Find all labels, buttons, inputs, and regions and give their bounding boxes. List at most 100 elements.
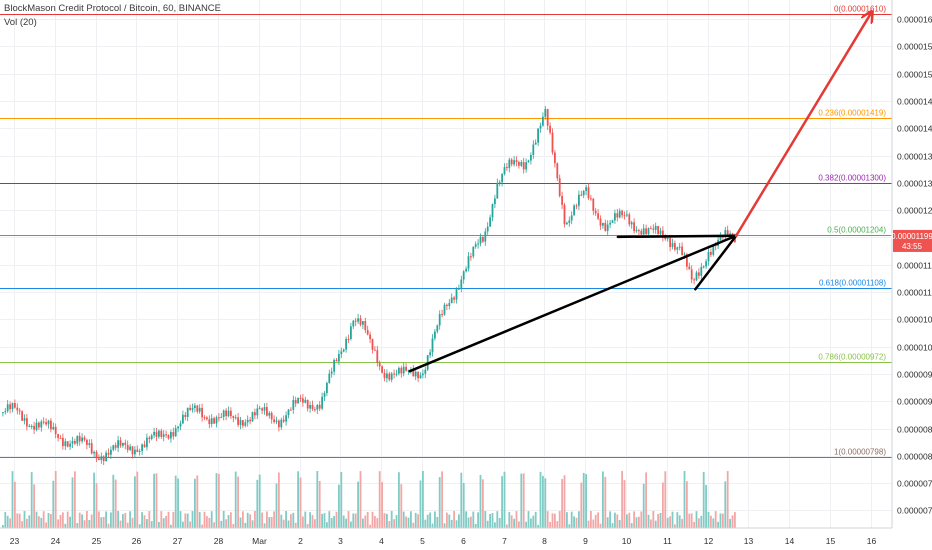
volume-bar <box>585 474 587 528</box>
volume-bar <box>167 511 170 528</box>
candle-body <box>554 152 556 164</box>
volume-bar <box>42 511 45 528</box>
volume-bar <box>441 471 443 528</box>
volume-bar <box>640 511 643 528</box>
volume-bar <box>642 483 645 528</box>
volume-bar <box>268 517 271 528</box>
volume-bar <box>292 512 295 528</box>
candle-body <box>378 362 381 367</box>
candle-body <box>74 441 76 444</box>
candle-body <box>112 445 115 450</box>
candle-body <box>88 443 91 445</box>
candle-body <box>664 237 667 240</box>
candle-body <box>414 371 417 377</box>
volume-bar <box>148 511 151 528</box>
volume-bar <box>16 513 19 528</box>
volume-bar <box>506 524 508 528</box>
volume-bar <box>330 518 333 528</box>
candle-body <box>383 372 386 379</box>
candle-body <box>676 247 679 250</box>
volume-bar <box>429 512 431 528</box>
candle-body <box>501 174 503 183</box>
volume-bar <box>462 482 465 528</box>
candle-body <box>527 160 530 163</box>
candle-body <box>143 444 146 448</box>
volume-bar <box>513 518 515 528</box>
candle-body <box>153 431 155 436</box>
candle-body <box>347 338 350 340</box>
volume-bar <box>362 518 364 528</box>
candle-body <box>261 408 263 411</box>
price-axis[interactable]: 0.00001600 0.00001550 0.00001500 0.00001450… <box>897 15 932 516</box>
volume-bar <box>210 511 213 528</box>
candle-body <box>18 410 21 412</box>
candle-body <box>441 314 443 316</box>
volume-bar <box>122 514 124 528</box>
candle-body <box>695 272 698 281</box>
volume-bar <box>174 475 177 528</box>
volume-bar <box>587 520 590 528</box>
volume-bar <box>86 511 88 528</box>
volume-bar <box>328 511 331 528</box>
volume-bar <box>318 480 321 528</box>
candle-body <box>582 190 585 196</box>
volume-bar <box>602 471 604 528</box>
candle-body <box>366 330 369 335</box>
candle-body <box>597 213 599 219</box>
volume-bar <box>674 524 676 528</box>
candle-body <box>23 418 26 421</box>
candle-body <box>561 196 563 205</box>
volume-bar <box>9 518 11 528</box>
volume-bar <box>460 472 463 528</box>
candle-body <box>306 399 309 409</box>
volume-bar <box>376 518 379 528</box>
volume-bar <box>198 512 201 528</box>
time-tick-label: 2 <box>298 536 303 546</box>
candle-body <box>534 142 537 145</box>
candle-body <box>59 437 62 439</box>
time-tick-label: 10 <box>622 536 632 546</box>
candle-body <box>405 366 407 371</box>
candle-body <box>268 412 271 416</box>
candle-body <box>273 419 275 422</box>
candle-body <box>635 230 638 232</box>
candle-body <box>654 226 657 230</box>
candle-body <box>489 217 491 227</box>
candle-body <box>35 422 38 430</box>
volume-bar <box>35 511 38 528</box>
time-tick-label: 5 <box>420 536 425 546</box>
volume-bar <box>278 472 280 528</box>
candle-body <box>16 407 19 411</box>
candle-body <box>54 426 57 435</box>
volume-bar <box>21 521 23 528</box>
volume-bar <box>599 523 602 528</box>
candle-body <box>693 279 695 281</box>
candle-body <box>359 318 362 325</box>
volume-bar <box>578 511 580 528</box>
candle-body <box>321 396 323 409</box>
candle-body <box>285 415 287 422</box>
candle-body <box>146 437 148 448</box>
candle-body <box>674 243 676 250</box>
candle-body <box>558 178 561 197</box>
volume-bar <box>477 512 479 528</box>
volume-bar <box>496 511 499 528</box>
volume-bar <box>258 474 261 528</box>
candle-body <box>590 198 592 200</box>
candle-body <box>117 440 119 448</box>
volume-bar <box>450 519 453 528</box>
volume-bar <box>722 513 724 528</box>
volume-bar <box>383 513 386 528</box>
volume-bar <box>201 524 203 528</box>
candle-body <box>470 256 472 258</box>
volume-bar <box>110 512 112 528</box>
candle-body <box>580 194 583 196</box>
volume-bar <box>542 475 544 528</box>
candle-body <box>314 409 316 411</box>
volume-bar <box>618 520 621 528</box>
candle-body <box>225 410 227 417</box>
volume-bar <box>52 480 55 528</box>
volume-bar <box>270 516 273 528</box>
time-axis[interactable]: 23 24 25 26 27 28 Mar 2 3 4 5 6 7 8 9 10 11 12 13 14 15 16 <box>10 536 877 546</box>
volume-bar <box>2 525 4 528</box>
